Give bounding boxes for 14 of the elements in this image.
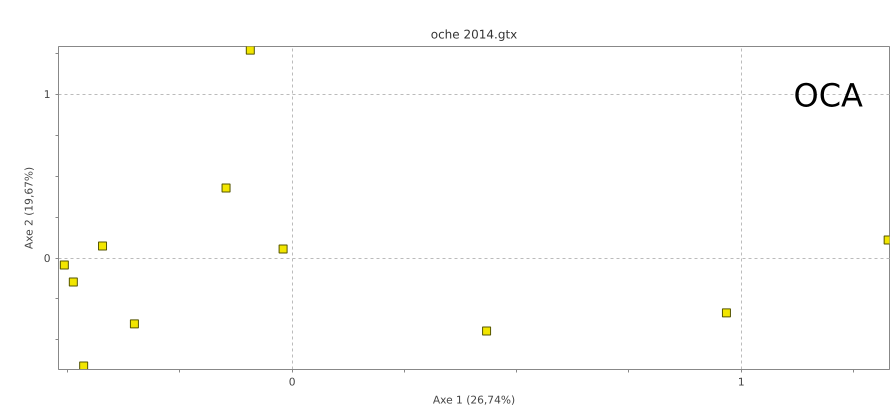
point <box>222 183 231 192</box>
point <box>278 244 288 254</box>
point <box>60 260 69 270</box>
point <box>98 242 108 251</box>
chart-title: oche 2014.gtx <box>430 28 518 42</box>
point <box>482 326 492 336</box>
point <box>722 308 731 318</box>
x-axis-title: Axe 1 (26,74%) <box>432 394 516 406</box>
point <box>130 319 139 328</box>
y-axis-title: Axe 2 (19,67%) <box>22 166 36 250</box>
point <box>79 362 88 370</box>
annotation: OCA <box>794 76 864 114</box>
point <box>68 277 78 286</box>
point <box>246 46 255 55</box>
